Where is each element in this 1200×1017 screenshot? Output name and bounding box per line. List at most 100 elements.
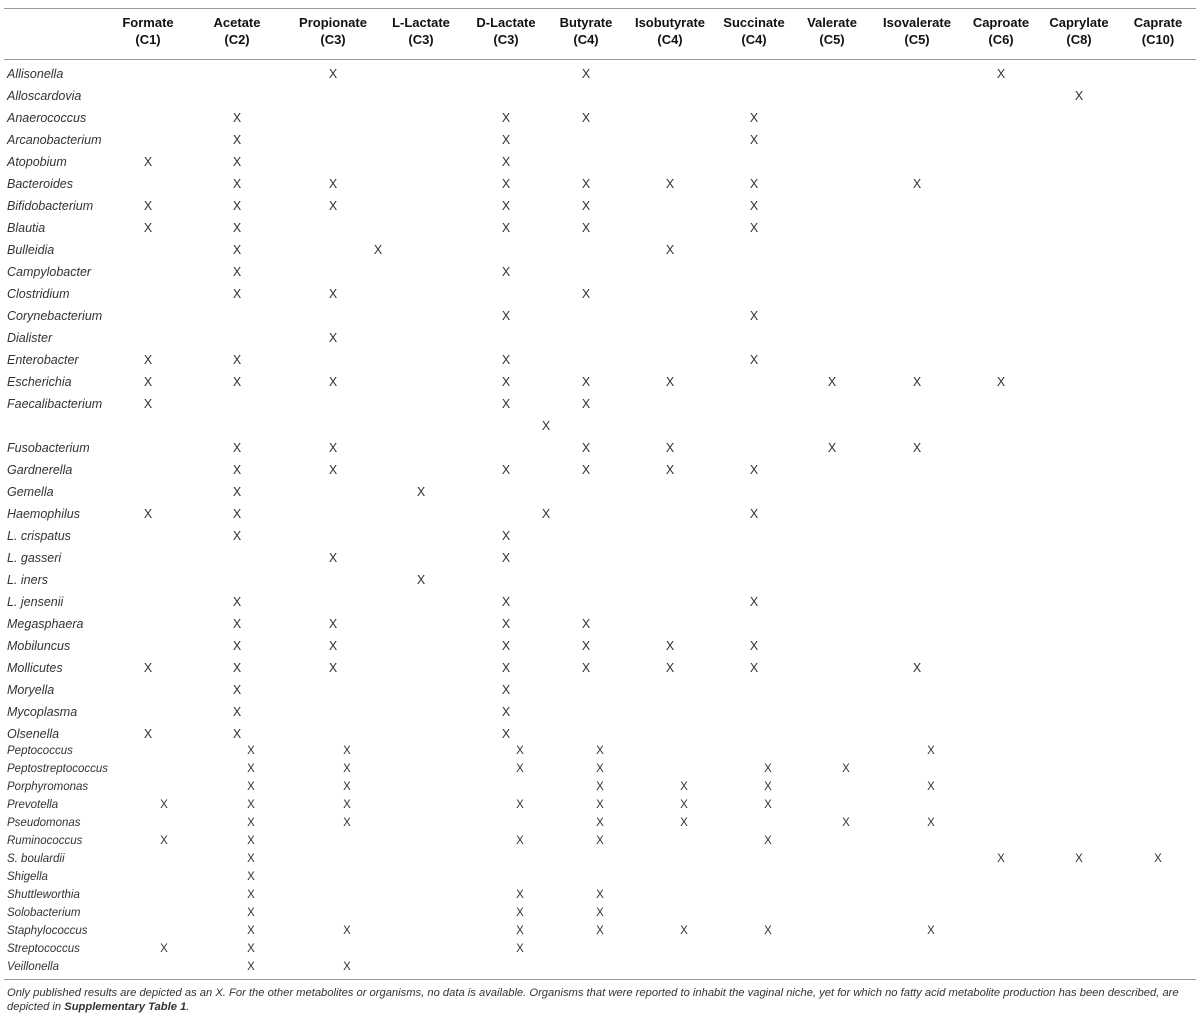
cell-mark: X (232, 133, 242, 147)
cell-mark: X (501, 177, 511, 191)
cell-mark: X (665, 463, 675, 477)
cell-mark: X (247, 907, 255, 919)
row-organism: L. gasseri (7, 551, 62, 565)
cell-mark: X (143, 221, 153, 235)
row-organism: Bifidobacterium (7, 199, 94, 213)
cell-mark: X (749, 133, 759, 147)
column-header: L-Lactate (C3) (371, 14, 471, 58)
cell-mark: X (501, 111, 511, 125)
cell-mark: X (343, 817, 351, 829)
cell-mark: X (232, 485, 242, 499)
cell-mark: X (232, 705, 242, 719)
column-name: Acetate (213, 15, 261, 30)
cell-mark: X (160, 799, 168, 811)
cell-mark: X (749, 661, 759, 675)
row-organism: Corynebacterium (7, 309, 103, 323)
cell-mark: X (581, 661, 591, 675)
cell-mark: X (328, 463, 338, 477)
cell-mark: X (764, 925, 772, 937)
cell-mark: X (827, 441, 837, 455)
cell-mark: X (912, 177, 922, 191)
row-organism: Mobiluncus (7, 639, 71, 653)
row-organism: S. boulardii (7, 853, 65, 865)
column-name: Caprate (1133, 15, 1183, 30)
column-carbon: (C5) (904, 32, 930, 47)
cell-mark: X (596, 889, 604, 901)
column-header: Isobutyrate (C4) (620, 14, 720, 58)
row-organism: Staphylococcus (7, 925, 88, 937)
column-header: D-Lactate (C3) (456, 14, 556, 58)
cell-mark: X (328, 287, 338, 301)
cell-mark: X (247, 871, 255, 883)
row-organism: Shigella (7, 871, 48, 883)
cell-mark: X (501, 705, 511, 719)
cell-mark: X (596, 925, 604, 937)
cell-mark: X (501, 199, 511, 213)
cell-mark: X (501, 375, 511, 389)
cell-mark: X (232, 221, 242, 235)
cell-mark: X (996, 375, 1006, 389)
cell-mark: X (143, 199, 153, 213)
cell-mark: X (997, 853, 1005, 865)
cell-mark: X (927, 925, 935, 937)
column-carbon: (C6) (988, 32, 1014, 47)
cell-mark: X (749, 177, 759, 191)
cell-mark: X (143, 507, 153, 521)
cell-mark: X (232, 463, 242, 477)
cell-mark: X (143, 727, 153, 741)
row-organism: Gardnerella (7, 463, 73, 477)
row-organism: Prevotella (7, 799, 59, 811)
row-organism: Faecalibacterium (7, 397, 103, 411)
cell-mark: X (247, 835, 255, 847)
cell-mark: X (912, 375, 922, 389)
cell-mark: X (581, 111, 591, 125)
cell-mark: X (665, 661, 675, 675)
cell-mark: X (501, 155, 511, 169)
cell-mark: X (232, 265, 242, 279)
cell-mark: X (247, 817, 255, 829)
cell-mark: X (343, 961, 351, 973)
header-top-rule (4, 8, 1196, 9)
row-organism: Haemophilus (7, 507, 80, 521)
cell-mark: X (232, 639, 242, 653)
cell-mark: X (232, 111, 242, 125)
cell-mark: X (764, 781, 772, 793)
column-carbon: (C5) (819, 32, 845, 47)
cell-mark: X (232, 155, 242, 169)
cell-mark: X (596, 763, 604, 775)
column-name: Isobutyrate (634, 15, 706, 30)
cell-mark: X (581, 287, 591, 301)
cell-mark: X (232, 287, 242, 301)
column-header: Acetate (C2) (187, 14, 287, 58)
column-name: Caprylate (1049, 15, 1109, 30)
column-header: Butyrate (C4) (536, 14, 636, 58)
cell-mark: X (516, 799, 524, 811)
cell-mark: X (501, 617, 511, 631)
column-name: Isovalerate (883, 15, 951, 30)
cell-mark: X (581, 617, 591, 631)
row-organism: Fusobacterium (7, 441, 90, 455)
cell-mark: X (232, 199, 242, 213)
cell-mark: X (749, 221, 759, 235)
cell-mark: X (328, 177, 338, 191)
column-header: Caprate (C10) (1108, 14, 1200, 58)
cell-mark: X (516, 835, 524, 847)
cell-mark: X (581, 397, 591, 411)
cell-mark: X (764, 763, 772, 775)
cell-mark: X (764, 799, 772, 811)
cell-mark: X (764, 835, 772, 847)
supplementary-table-link[interactable]: Supplementary Table 1 (64, 1001, 187, 1013)
cell-mark: X (581, 463, 591, 477)
cell-mark: X (232, 661, 242, 675)
cell-mark: X (328, 331, 338, 345)
column-name: L-Lactate (392, 15, 450, 30)
row-organism: Alloscardovia (7, 89, 82, 103)
cell-mark: X (247, 745, 255, 757)
column-carbon: (C4) (741, 32, 767, 47)
header-bottom-rule (4, 59, 1196, 60)
row-organism: Enterobacter (7, 353, 79, 367)
cell-mark: X (143, 353, 153, 367)
cell-mark: X (927, 817, 935, 829)
cell-mark: X (328, 661, 338, 675)
cell-mark: X (328, 441, 338, 455)
